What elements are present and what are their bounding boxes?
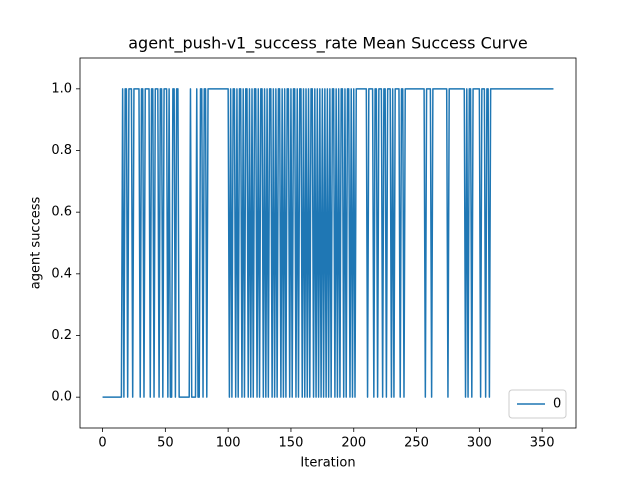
y-axis-label: agent success <box>29 197 44 290</box>
y-tick-label: 1.0 <box>51 81 72 96</box>
y-tick-label: 0.4 <box>51 266 72 281</box>
x-tick-label: 150 <box>279 436 304 451</box>
y-tick-label: 0.2 <box>51 328 72 343</box>
plot-frame <box>79 57 577 429</box>
x-axis-label: Iteration <box>300 456 355 471</box>
x-tick-label: 300 <box>467 436 492 451</box>
x-tick-label: 250 <box>404 436 429 451</box>
y-tick-label: 0.8 <box>51 143 72 158</box>
legend-label: 0 <box>553 397 561 412</box>
y-tick-label: 0.6 <box>51 205 72 220</box>
x-tick-label: 350 <box>530 436 555 451</box>
x-tick-label: 50 <box>157 436 174 451</box>
x-tick-label: 200 <box>341 436 366 451</box>
series-line <box>102 88 554 398</box>
x-tick-label: 100 <box>216 436 241 451</box>
chart-title: agent_push-v1_success_rate Mean Success … <box>128 34 528 54</box>
x-tick-label: 0 <box>98 436 106 451</box>
y-tick-label: 0.0 <box>51 390 72 405</box>
